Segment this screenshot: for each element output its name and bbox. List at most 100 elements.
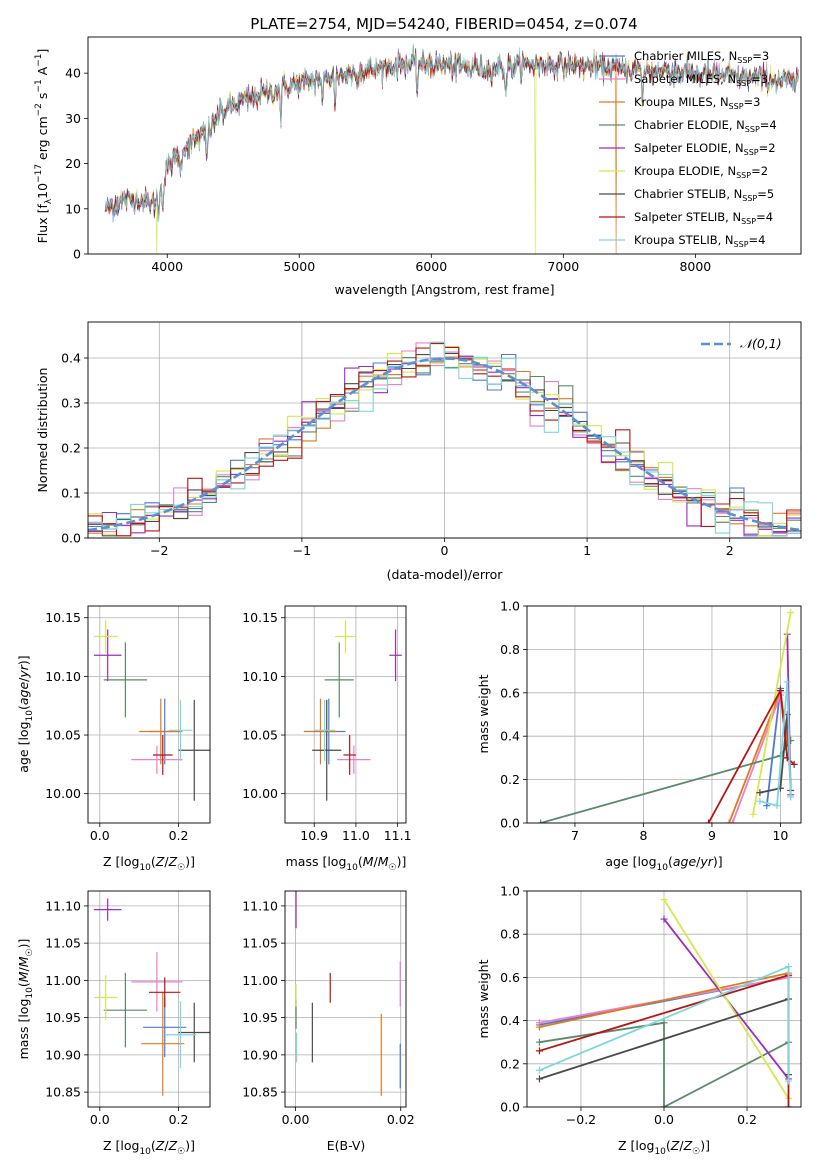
weight-age-xlabel: age [log10(age/yr)]: [605, 854, 722, 873]
y-tick-label: 0.3: [61, 396, 81, 411]
weight-marker: [785, 1103, 793, 1107]
y-tick-label: 0.2: [500, 1056, 520, 1071]
weight-marker: [660, 1103, 668, 1107]
x-tick-label: 0.02: [387, 1112, 415, 1127]
weight-marker: [535, 1038, 543, 1046]
mass-weight-vs-Z-plot-area: [535, 896, 793, 1107]
legend-entry: Chabrier ELODIE, NSSP=4: [634, 118, 777, 134]
spectrum-ylabel: Flux [fλ10−17 erg cm−2 s−1 A−1]: [34, 49, 54, 244]
weight-marker: [783, 678, 791, 686]
y-tick-label: 10.95: [45, 1010, 81, 1025]
y-tick-label: 0.1: [61, 486, 81, 501]
y-tick-label: 11.10: [45, 898, 81, 913]
x-tick-label: 0.0: [654, 1112, 674, 1127]
x-tick-label: 0.2: [169, 1112, 189, 1127]
legend-entry: Salpeter STELIB, NSSP=4: [634, 210, 773, 226]
residuals-frame: [87, 321, 802, 539]
y-tick-label: 10.85: [45, 1085, 81, 1100]
normal-curve: [88, 357, 801, 532]
x-tick-label: 0.0: [90, 1112, 110, 1127]
weight-marker: [790, 760, 798, 768]
weight-series: [663, 899, 790, 1099]
x-tick-label: −1: [293, 543, 311, 558]
x-tick-label: 8: [639, 828, 647, 843]
mass-weight-vs-age-axes: 7 8 9 10 0.0 0.2 0.4 0.6 0.8 1.0: [500, 599, 801, 843]
y-tick-label: 10.90: [242, 1047, 278, 1062]
y-tick-label: 0.6: [500, 685, 520, 700]
x-tick-label: 11.1: [384, 828, 412, 843]
x-tick-label: 0.00: [282, 1112, 310, 1127]
weight-marker: [756, 797, 764, 805]
y-tick-label: 0.4: [500, 729, 520, 744]
weight-marker: [787, 609, 795, 617]
y-tick-label: 10.90: [45, 1047, 81, 1062]
weight-Z-ylabel: mass weight: [476, 959, 491, 1038]
residuals-xlabel: (data-model)/error: [387, 567, 504, 582]
weight-series: [539, 972, 789, 1028]
weight-marker: [535, 1066, 543, 1074]
weight-Z-xlabel: Z [log10(Z/Z☉)]: [618, 1138, 710, 1157]
residuals-plot-area: [88, 341, 801, 537]
weight-marker: [785, 963, 793, 971]
y-tick-label: 0.6: [500, 970, 520, 985]
y-tick-label: 0.0: [500, 816, 520, 831]
weight-marker: [785, 1077, 793, 1085]
weight-marker: [660, 915, 668, 923]
figure-title: PLATE=2754, MJD=54240, FIBERID=0454, z=0…: [250, 15, 637, 33]
x-tick-label: 0: [441, 543, 449, 558]
y-tick-label: 10: [65, 201, 81, 216]
y-tick-label: 0.0: [500, 1100, 520, 1115]
y-tick-label: 11.05: [242, 936, 278, 951]
weight-marker: [705, 819, 713, 823]
weight-marker: [537, 819, 545, 823]
age-vs-mass-plot-area: [303, 620, 402, 801]
y-tick-label: 10.95: [242, 1010, 278, 1025]
mass-vs-Z-axes: 0.0 0.2 10.85 10.90 10.95 11.00 11.05 11.10: [45, 891, 210, 1127]
y-tick-label: 10.00: [242, 786, 278, 801]
x-tick-label: 6000: [415, 259, 447, 274]
x-tick-label: 10: [772, 828, 788, 843]
x-tick-label: 9: [708, 828, 716, 843]
y-tick-label: 20: [65, 156, 81, 171]
legend-normal-label: 𝒩(0,1): [740, 336, 782, 351]
mass-vs-ebv-axes: 0.00 0.02 10.85 10.90 10.95 11.00 11.05 11.10: [242, 891, 415, 1127]
mass-weight-vs-age-frame: [526, 605, 802, 824]
legend-entry: Kroupa ELODIE, NSSP=2: [634, 164, 768, 180]
y-tick-label: 40: [65, 66, 81, 81]
residuals-ylabel: Normed distribution: [35, 368, 50, 493]
legend-entry: Kroupa STELIB, NSSP=4: [634, 233, 765, 249]
weight-age-ylabel: mass weight: [476, 674, 491, 753]
age-Z-ylabel: age [log10(age/yr)]: [16, 655, 35, 772]
age-vs-Z-frame: [87, 605, 211, 824]
weight-marker: [756, 789, 764, 797]
y-tick-label: 11.10: [242, 898, 278, 913]
mass-vs-ebv-frame: [284, 890, 407, 1108]
legend-entry: Salpeter ELODIE, NSSP=2: [634, 141, 776, 157]
spectrum-frame: [87, 36, 802, 255]
histogram-series: [88, 341, 801, 537]
y-tick-label: 10.00: [45, 786, 81, 801]
weight-marker: [535, 1075, 543, 1083]
y-tick-label: 10.05: [242, 728, 278, 743]
spectrum-xlabel: wavelength [Angstrom, rest frame]: [334, 282, 554, 297]
y-tick-label: 11.05: [45, 936, 81, 951]
legend-entry: Chabrier STELIB, NSSP=5: [634, 187, 774, 203]
mass-weight-vs-Z-frame: [526, 890, 802, 1108]
y-tick-label: 0: [73, 247, 81, 262]
x-tick-label: 0.2: [737, 1112, 757, 1127]
weight-marker: [660, 1019, 668, 1027]
weight-marker: [660, 896, 668, 904]
y-tick-label: 30: [65, 111, 81, 126]
weight-marker: [773, 802, 781, 810]
y-tick-label: 11.00: [45, 973, 81, 988]
mass-Z-ylabel: mass [log10(M/M☉)]: [16, 939, 35, 1060]
x-tick-label: 1: [583, 543, 591, 558]
weight-marker: [535, 1023, 543, 1031]
x-tick-label: 4000: [151, 259, 183, 274]
mass-Z-xlabel: Z [log10(Z/Z☉)]: [103, 1138, 195, 1157]
weight-marker: [787, 793, 795, 801]
x-tick-label: −0.2: [566, 1112, 596, 1127]
y-tick-label: 1.0: [500, 884, 520, 899]
spectrum-series: [104, 43, 799, 223]
